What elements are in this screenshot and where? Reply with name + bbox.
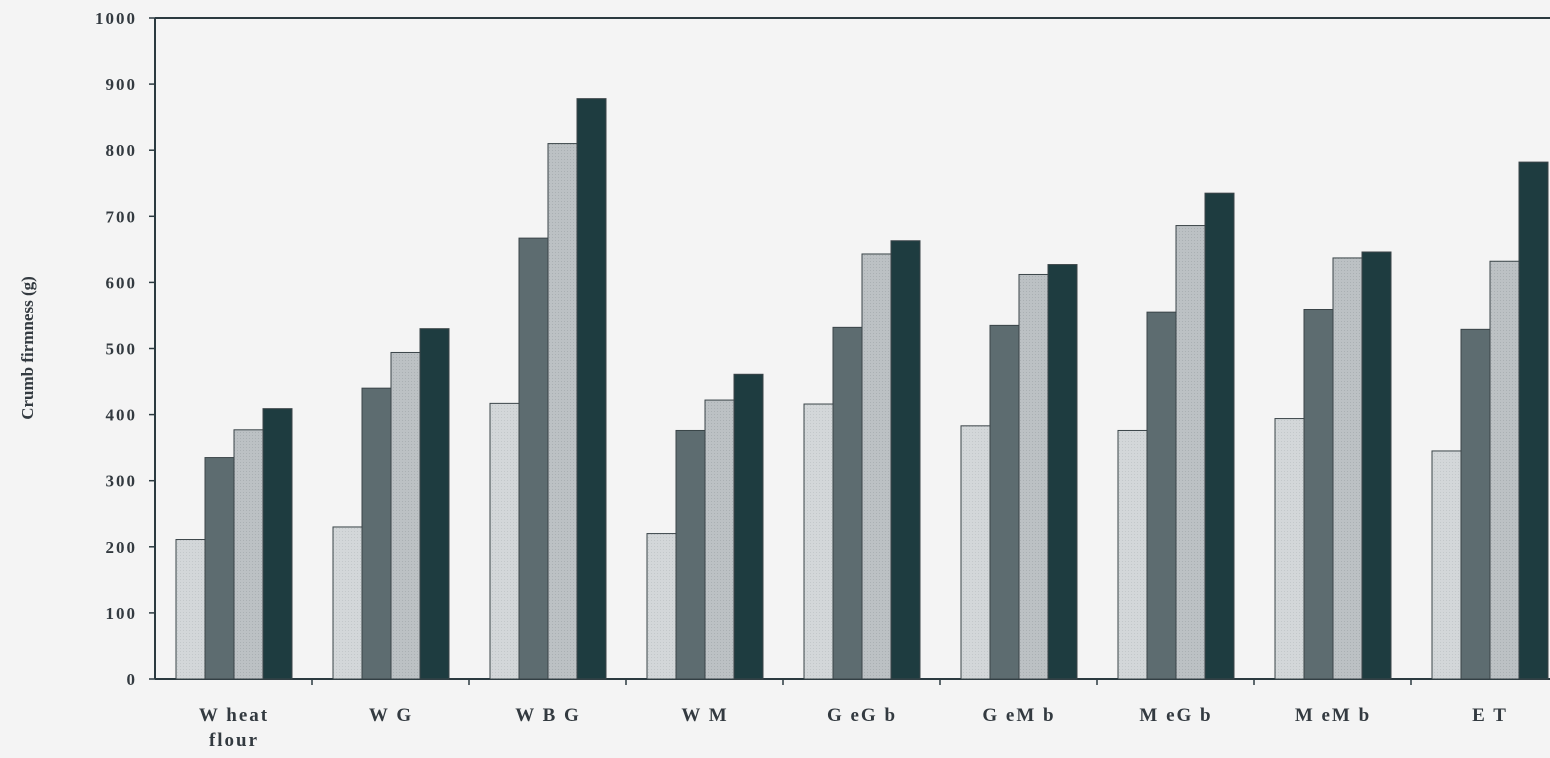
bar xyxy=(489,402,520,680)
y-tick-label: 500 xyxy=(106,340,138,359)
bar xyxy=(960,425,991,680)
bar xyxy=(518,237,549,680)
bar xyxy=(646,533,677,680)
bar xyxy=(861,253,892,680)
bar xyxy=(1460,328,1491,680)
bar xyxy=(175,539,206,680)
x-tick-label: M eG b xyxy=(1139,705,1212,726)
bar xyxy=(803,403,834,680)
bar xyxy=(1117,429,1148,680)
bar xyxy=(832,326,863,680)
y-tick-label: 900 xyxy=(106,75,138,94)
bar xyxy=(675,429,706,680)
bar xyxy=(233,429,264,680)
x-tick-label: E T xyxy=(1472,705,1508,726)
x-tick-label: G eM b xyxy=(982,705,1055,726)
x-tick-label: W G xyxy=(369,705,413,726)
y-axis-label: Crumb firmness (g) xyxy=(18,276,37,420)
bar xyxy=(989,324,1020,680)
bar xyxy=(1175,225,1206,680)
bar xyxy=(1146,311,1177,680)
y-tick-label: 200 xyxy=(106,538,138,557)
x-tick-label: W M xyxy=(681,705,728,726)
x-tick-label: W heat xyxy=(199,705,269,726)
bar xyxy=(262,408,293,680)
bar xyxy=(1518,161,1549,680)
y-tick-label: 0 xyxy=(127,670,138,689)
bar xyxy=(704,399,735,680)
y-tick-label: 1000 xyxy=(95,9,137,28)
bar xyxy=(1204,192,1235,680)
x-tick-label: flour xyxy=(209,730,259,751)
bar xyxy=(1431,450,1462,680)
bar xyxy=(547,143,578,680)
bars xyxy=(175,98,1549,680)
bar xyxy=(1303,309,1334,680)
bar xyxy=(419,328,450,680)
y-tick-label: 300 xyxy=(106,472,138,491)
bar xyxy=(576,98,607,680)
y-tick-label: 700 xyxy=(106,207,138,226)
x-tick-label: M eM b xyxy=(1295,705,1371,726)
bar xyxy=(332,526,363,680)
x-axis: W heat flour W G W B G W M G eG b G eM b M eG b… xyxy=(199,679,1508,751)
bar xyxy=(1489,260,1520,680)
bar xyxy=(390,351,421,680)
bar xyxy=(204,457,235,680)
y-tick-label: 600 xyxy=(106,273,138,292)
x-tick-label: G eG b xyxy=(827,705,897,726)
bar xyxy=(1274,418,1305,680)
bar xyxy=(1047,264,1078,680)
y-axis: 0 100 200 300 400 500 600 700 800 900 1000 xyxy=(95,9,155,689)
bar xyxy=(733,373,764,680)
x-tick-label: W B G xyxy=(515,705,581,726)
y-tick-label: 800 xyxy=(106,141,138,160)
y-tick-label: 400 xyxy=(106,406,138,425)
bar xyxy=(890,240,921,680)
bar xyxy=(1332,257,1363,680)
bar xyxy=(1361,251,1392,680)
y-tick-label: 100 xyxy=(106,604,138,623)
bar xyxy=(1018,273,1049,680)
bar xyxy=(361,387,392,680)
